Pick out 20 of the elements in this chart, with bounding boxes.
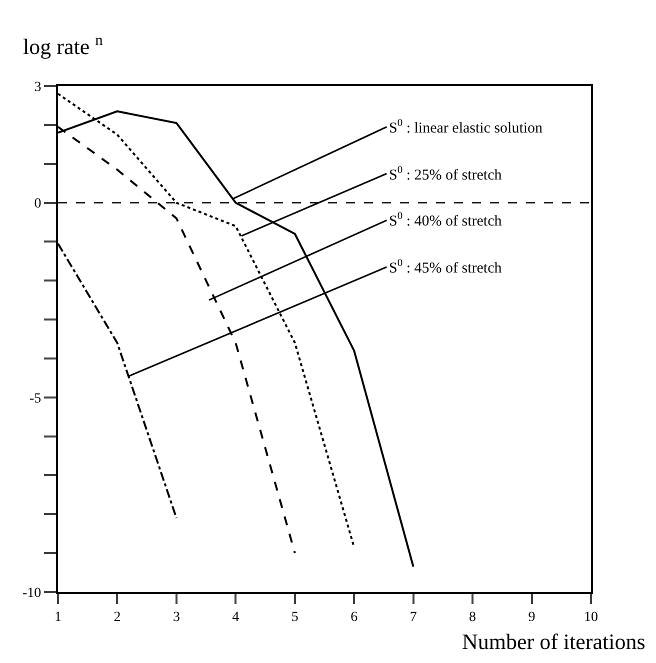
y-tick-label: 3	[34, 80, 42, 95]
x-tick-label: 3	[172, 610, 180, 625]
x-tick-label: 2	[114, 610, 121, 625]
x-tick-label: 8	[469, 610, 476, 625]
x-tick-label: 10	[584, 610, 598, 625]
annotation: S$^{0}$ : 40% of stretch	[389, 211, 502, 230]
x-tick-label: 4	[232, 610, 240, 625]
x-axis-title: Number of iterations	[462, 629, 646, 654]
x-tick-label: 6	[350, 610, 358, 625]
y-tick-label: 0	[34, 196, 42, 212]
y-tick-label: -5	[30, 391, 42, 406]
annotation: S$^{0}$ : linear elastic solution	[389, 118, 544, 136]
x-tick-label: 5	[291, 610, 298, 625]
x-tick-label: 1	[54, 610, 62, 625]
annotation: S$^{0}$ : 45% of stretch	[389, 258, 502, 276]
y-axis-title: log rate $^{n}$	[23, 32, 104, 60]
annotation: S$^{0}$ : 25% of stretch	[389, 165, 502, 184]
x-tick-label: 9	[528, 610, 536, 625]
y-tick-label: -10	[22, 586, 42, 601]
x-tick-label: 7	[410, 610, 417, 625]
